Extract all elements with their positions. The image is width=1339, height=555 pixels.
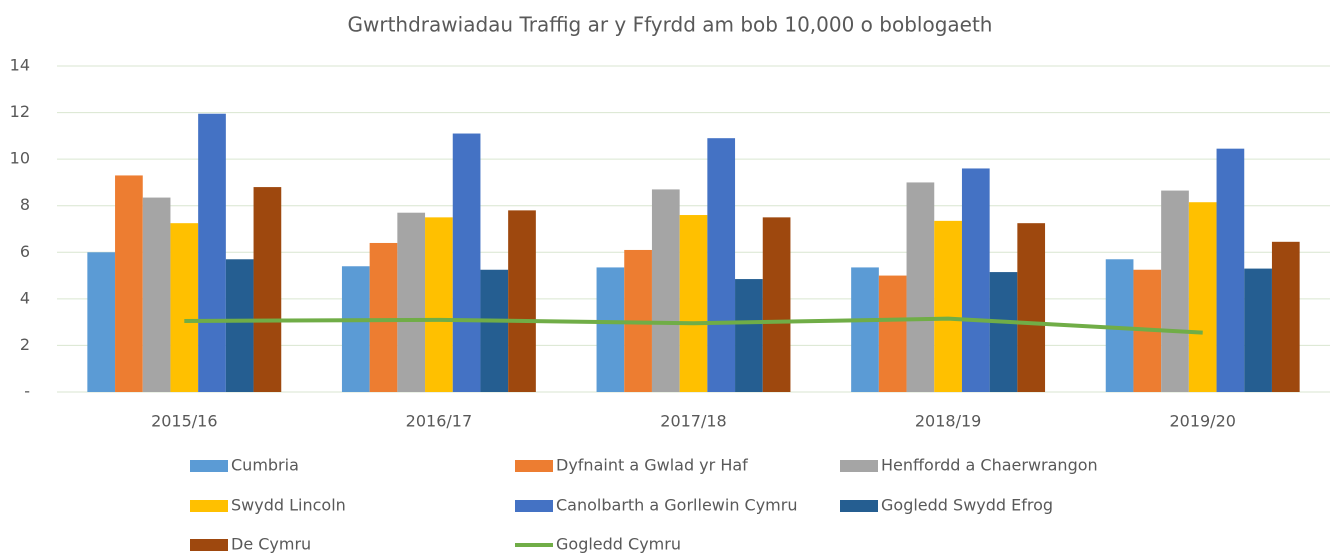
legend-swatch (190, 460, 228, 472)
bar (1161, 190, 1189, 392)
legend-swatch (190, 539, 228, 551)
legend-swatch (190, 500, 228, 512)
legend-label: Dyfnaint a Gwlad yr Haf (556, 456, 748, 475)
y-tick-label: 12 (10, 102, 30, 121)
bar (1017, 223, 1046, 392)
y-tick-label: 8 (20, 195, 30, 214)
x-tick-label: 2017/18 (660, 412, 726, 431)
bar (596, 267, 625, 392)
bar (115, 175, 143, 392)
bar (425, 217, 453, 392)
bar (225, 259, 254, 392)
y-tick-label: 2 (20, 335, 30, 354)
y-tick-label: 4 (20, 288, 30, 307)
bar (1188, 202, 1217, 392)
bar (341, 266, 370, 392)
bar (170, 223, 199, 392)
legend-label: Swydd Lincoln (231, 496, 346, 515)
bar (651, 189, 680, 392)
y-tick-label: - (24, 382, 30, 401)
bar (1271, 241, 1300, 392)
legend-swatch (515, 500, 553, 512)
x-tick-label: 2016/17 (406, 412, 472, 431)
bar (878, 275, 907, 392)
legend-label: Gogledd Cymru (556, 535, 681, 554)
bar (142, 197, 171, 392)
bar (1244, 268, 1272, 392)
bar (961, 168, 990, 392)
bar (369, 242, 398, 392)
legend-label: Cumbria (231, 456, 299, 475)
x-tick-label: 2019/20 (1169, 412, 1235, 431)
bar (906, 182, 935, 392)
bar (508, 210, 536, 392)
bar (397, 212, 426, 392)
x-tick-label: 2018/19 (915, 412, 981, 431)
y-tick-label: 6 (20, 242, 30, 261)
legend-swatch (840, 500, 878, 512)
bar (87, 252, 116, 392)
bar (762, 217, 791, 392)
line (184, 316, 1203, 335)
bar (989, 272, 1018, 392)
bar (452, 133, 481, 392)
y-tick-label: 14 (10, 56, 30, 75)
legend-label: De Cymru (231, 535, 311, 554)
x-tick-label: 2015/16 (151, 412, 217, 431)
legend-label: Canolbarth a Gorllewin Cymru (556, 496, 797, 515)
y-tick-label: 10 (10, 149, 30, 168)
bar (707, 138, 736, 392)
legend-label: Gogledd Swydd Efrog (881, 496, 1053, 515)
bar (480, 269, 509, 392)
bar (851, 267, 879, 392)
bar (253, 187, 282, 392)
legend-label: Henffordd a Chaerwrangon (881, 456, 1098, 475)
bar (1216, 148, 1245, 392)
legend-swatch (515, 460, 553, 472)
legend-swatch (840, 460, 878, 472)
bar (934, 220, 962, 392)
bar (679, 215, 708, 392)
bar (198, 113, 226, 392)
chart-title: Gwrthdrawiadau Traffig ar y Ffyrdd am bo… (348, 13, 993, 37)
bar (735, 279, 763, 392)
